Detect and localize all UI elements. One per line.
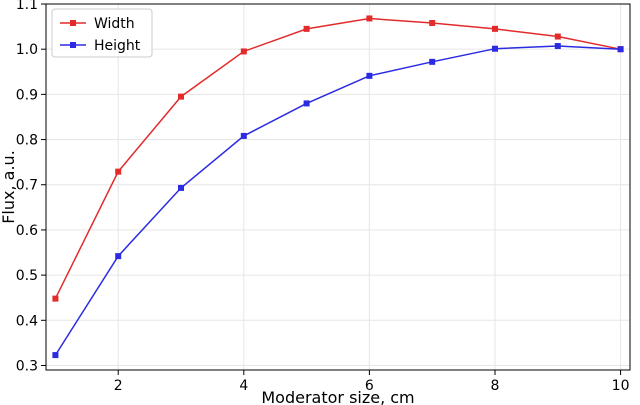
legend: Width Height — [51, 8, 153, 58]
legend-item-width: Width — [60, 16, 135, 32]
data-point-width — [491, 25, 498, 32]
data-point-height — [178, 184, 185, 191]
data-point-height — [52, 352, 59, 359]
legend-marker-width — [70, 20, 76, 26]
data-point-width — [303, 25, 310, 32]
data-point-height — [491, 45, 498, 52]
y-tick-label: 0.8 — [16, 133, 38, 149]
series-line-width — [54, 17, 621, 299]
legend-label-width: Width — [94, 16, 135, 32]
plot-frame — [45, 3, 631, 371]
y-tick-label: 0.9 — [16, 87, 38, 103]
data-point-height — [554, 43, 561, 50]
grid — [46, 3, 630, 370]
data-point-width — [240, 48, 247, 55]
x-axis: 2 4 6 8 10 — [114, 370, 630, 394]
data-point-width — [52, 295, 59, 302]
y-tick-label: 0.4 — [16, 313, 38, 329]
series-layer — [52, 15, 624, 359]
data-point-height — [366, 72, 373, 79]
y-axis-title: Flux, a.u. — [0, 150, 18, 224]
x-tick-label: 10 — [612, 378, 630, 394]
data-point-height — [115, 253, 122, 260]
data-point-width — [115, 168, 122, 175]
x-axis-title: Moderator size, cm — [261, 388, 414, 405]
data-point-height — [303, 100, 310, 107]
y-tick-label: 0.7 — [16, 178, 38, 194]
series-line-height — [54, 45, 621, 356]
y-tick-label: 0.3 — [16, 358, 38, 374]
data-point-width — [178, 93, 185, 100]
series-width — [52, 15, 624, 302]
x-tick-label: 6 — [365, 378, 374, 394]
y-tick-label: 1.1 — [16, 0, 38, 13]
data-point-height — [617, 46, 624, 53]
y-tick-label: 0.5 — [16, 268, 38, 284]
data-point-height — [240, 132, 247, 139]
x-tick-label: 2 — [114, 378, 123, 394]
x-tick-label: 8 — [491, 378, 500, 394]
data-point-width — [554, 33, 561, 40]
legend-marker-height — [70, 42, 76, 48]
x-tick-label: 4 — [239, 378, 248, 394]
data-point-width — [366, 15, 373, 22]
data-point-height — [429, 58, 436, 65]
legend-label-height: Height — [94, 38, 141, 54]
data-point-width — [429, 19, 436, 26]
series-height — [52, 43, 624, 359]
y-axis: 0.3 0.4 0.5 0.6 0.7 0.8 0.9 1.0 1.1 — [16, 0, 46, 374]
y-tick-label: 1.0 — [16, 42, 38, 58]
legend-item-height: Height — [60, 38, 141, 54]
y-tick-label: 0.6 — [16, 223, 38, 239]
